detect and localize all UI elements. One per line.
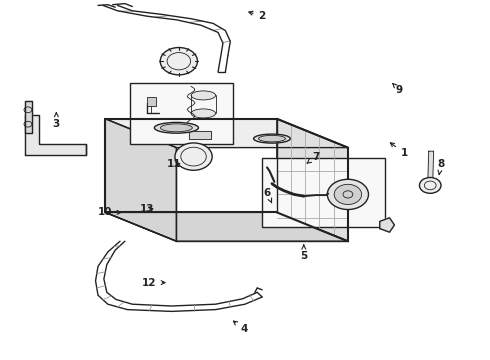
Ellipse shape [191,91,216,100]
Polygon shape [105,119,348,148]
Polygon shape [189,131,211,139]
Polygon shape [105,119,176,241]
Polygon shape [24,101,32,133]
Polygon shape [380,218,394,232]
Text: 13: 13 [140,204,154,214]
Polygon shape [24,115,86,155]
Ellipse shape [191,109,216,118]
Polygon shape [277,119,348,241]
Bar [262,158,385,227]
Circle shape [334,184,362,204]
Text: 12: 12 [142,278,165,288]
Bar [147,97,156,106]
Text: 6: 6 [264,188,272,203]
Circle shape [160,48,197,75]
Circle shape [175,143,212,170]
Circle shape [419,177,441,193]
Text: 1: 1 [391,143,408,158]
Circle shape [327,179,368,210]
Polygon shape [105,212,348,241]
Polygon shape [428,151,434,184]
Ellipse shape [154,122,198,133]
Text: 5: 5 [300,245,307,261]
Ellipse shape [160,124,193,132]
Text: 4: 4 [233,321,248,334]
Text: 8: 8 [438,159,444,175]
Text: 9: 9 [392,84,403,95]
Text: 3: 3 [53,113,60,129]
Text: 11: 11 [167,159,181,169]
Ellipse shape [254,134,290,143]
Text: 7: 7 [307,152,320,163]
Text: 10: 10 [98,207,121,217]
Text: 2: 2 [249,11,266,21]
Bar [130,83,233,144]
Ellipse shape [259,135,285,142]
